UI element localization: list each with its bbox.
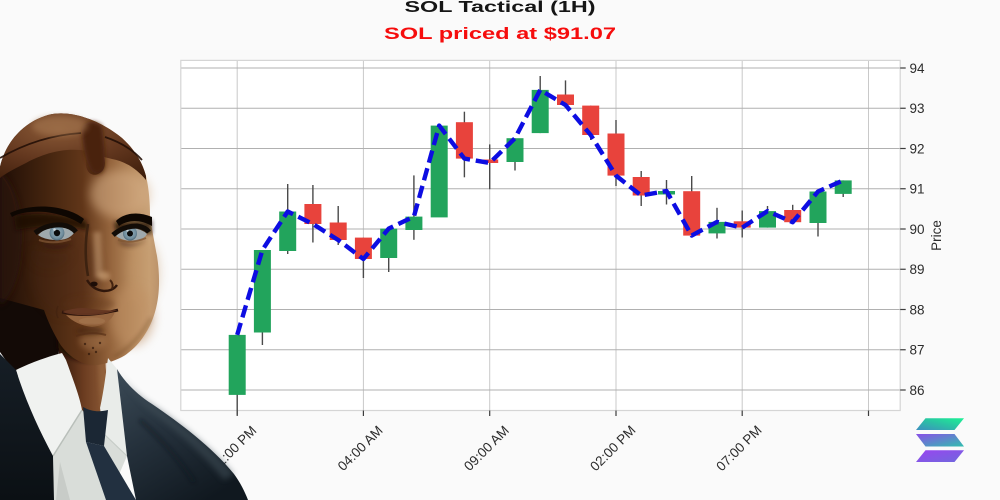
svg-text:88: 88 bbox=[910, 302, 925, 317]
svg-text:90: 90 bbox=[910, 222, 925, 237]
svg-text:87: 87 bbox=[910, 343, 925, 358]
svg-text:94: 94 bbox=[910, 61, 926, 76]
svg-text:04:00 AM: 04:00 AM bbox=[335, 423, 386, 474]
svg-text:89: 89 bbox=[910, 262, 925, 277]
svg-text:93: 93 bbox=[910, 101, 925, 116]
svg-text:Price: Price bbox=[929, 220, 944, 251]
svg-text:07:00 PM: 07:00 PM bbox=[713, 423, 764, 474]
svg-text:09:00 AM: 09:00 AM bbox=[461, 423, 512, 474]
svg-text:02:00 PM: 02:00 PM bbox=[587, 423, 638, 474]
svg-text:92: 92 bbox=[910, 141, 925, 156]
svg-text:86: 86 bbox=[910, 383, 925, 398]
svg-text:91: 91 bbox=[910, 182, 925, 197]
